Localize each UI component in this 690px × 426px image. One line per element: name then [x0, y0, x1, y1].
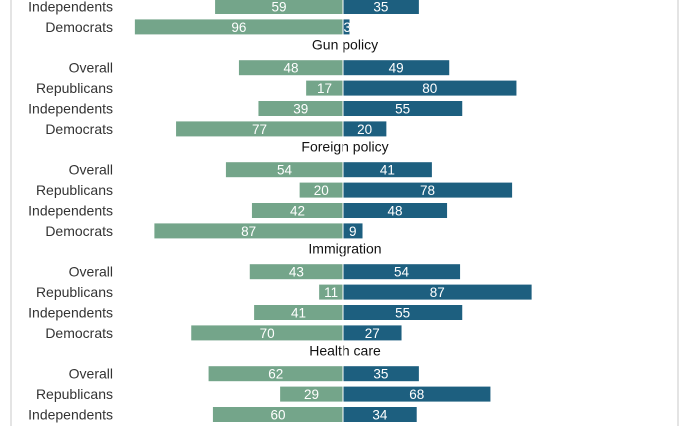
value-label-right: 80 — [422, 81, 437, 96]
value-label-right: 35 — [373, 367, 388, 382]
row-label: Overall — [69, 264, 113, 280]
value-label-left: 43 — [289, 265, 304, 280]
value-label-left: 48 — [283, 61, 298, 76]
section-title: Gun policy — [312, 37, 378, 53]
section-title: Immigration — [308, 241, 381, 257]
value-label-left: 17 — [317, 81, 332, 96]
row-label: Overall — [69, 162, 113, 178]
row-label: Overall — [69, 60, 113, 76]
value-label-right: 27 — [365, 326, 380, 341]
bar-left — [254, 305, 343, 320]
value-label-left: 62 — [268, 367, 283, 382]
row-label: Independents — [28, 0, 113, 15]
bar-right — [343, 284, 532, 300]
bar-left — [258, 101, 343, 116]
bar-left — [176, 121, 343, 137]
value-label-left: 20 — [314, 183, 329, 198]
value-label-right: 55 — [395, 306, 410, 321]
bar-right — [343, 223, 363, 239]
bar-right — [343, 121, 387, 137]
value-label-right: 78 — [420, 183, 435, 198]
value-label-left: 87 — [241, 224, 256, 239]
bar-right — [343, 366, 419, 382]
row-label: Independents — [28, 407, 113, 423]
value-label-left: 54 — [277, 163, 293, 178]
row-label: Democrats — [45, 325, 113, 341]
value-label-left: 77 — [252, 122, 267, 137]
value-label-right: 41 — [380, 163, 395, 178]
bar-left — [225, 162, 343, 178]
row-label: Independents — [28, 305, 113, 321]
bar-right — [343, 80, 517, 96]
value-label-left: 29 — [304, 387, 319, 402]
bar-right — [343, 162, 432, 178]
value-label-right: 20 — [357, 122, 372, 137]
row-label: Independents — [28, 101, 113, 117]
value-label-left: 42 — [290, 204, 305, 219]
bar-right — [343, 60, 450, 76]
value-label-left: 11 — [324, 285, 338, 300]
row-label: Republicans — [36, 284, 113, 300]
section-title: Foreign policy — [301, 139, 388, 155]
row-label: Republicans — [36, 386, 113, 402]
bar-right — [343, 0, 419, 14]
bar-left — [251, 203, 343, 218]
value-label-right: 35 — [373, 0, 388, 15]
value-label-right: 49 — [389, 61, 404, 76]
value-label-right: 3 — [343, 20, 351, 35]
value-label-left: 96 — [231, 20, 246, 35]
row-label: Democrats — [45, 121, 113, 137]
bar-left — [134, 19, 343, 35]
value-label-left: 39 — [293, 102, 308, 117]
value-label-left: 60 — [270, 408, 285, 423]
value-label-left: 70 — [260, 326, 275, 341]
bar-right — [343, 19, 350, 35]
row-label: Republicans — [36, 182, 113, 198]
bar-right — [343, 325, 402, 341]
bar-left — [208, 366, 343, 382]
value-label-right: 9 — [349, 224, 357, 239]
bar-right — [343, 407, 417, 422]
value-label-right: 54 — [394, 265, 410, 280]
row-label: Republicans — [36, 80, 113, 96]
value-label-right: 48 — [388, 204, 403, 219]
bar-left — [191, 325, 343, 341]
section-title: Health care — [309, 343, 381, 359]
bar-left — [215, 0, 343, 14]
value-label-left: 59 — [272, 0, 287, 15]
bar-right — [343, 386, 491, 402]
bar-left — [238, 60, 343, 76]
value-label-right: 55 — [395, 102, 410, 117]
bar-left — [306, 80, 343, 96]
value-label-left: 41 — [291, 306, 306, 321]
value-label-right: 87 — [430, 285, 445, 300]
row-label: Democrats — [45, 223, 113, 239]
value-label-right: 68 — [409, 387, 424, 402]
bar-left — [249, 264, 343, 280]
bar-right — [343, 101, 463, 116]
bar-right — [343, 203, 448, 218]
row-label: Independents — [28, 203, 113, 219]
bar-right — [343, 264, 461, 280]
bar-left — [299, 182, 343, 198]
row-label: Overall — [69, 366, 113, 382]
bar-right — [343, 182, 513, 198]
bar-left — [280, 386, 343, 402]
bar-left — [154, 223, 343, 239]
bar-left — [319, 284, 343, 300]
bar-left — [212, 407, 343, 422]
value-label-right: 34 — [372, 408, 388, 423]
row-label: Democrats — [45, 19, 113, 35]
bar-right — [343, 305, 463, 320]
